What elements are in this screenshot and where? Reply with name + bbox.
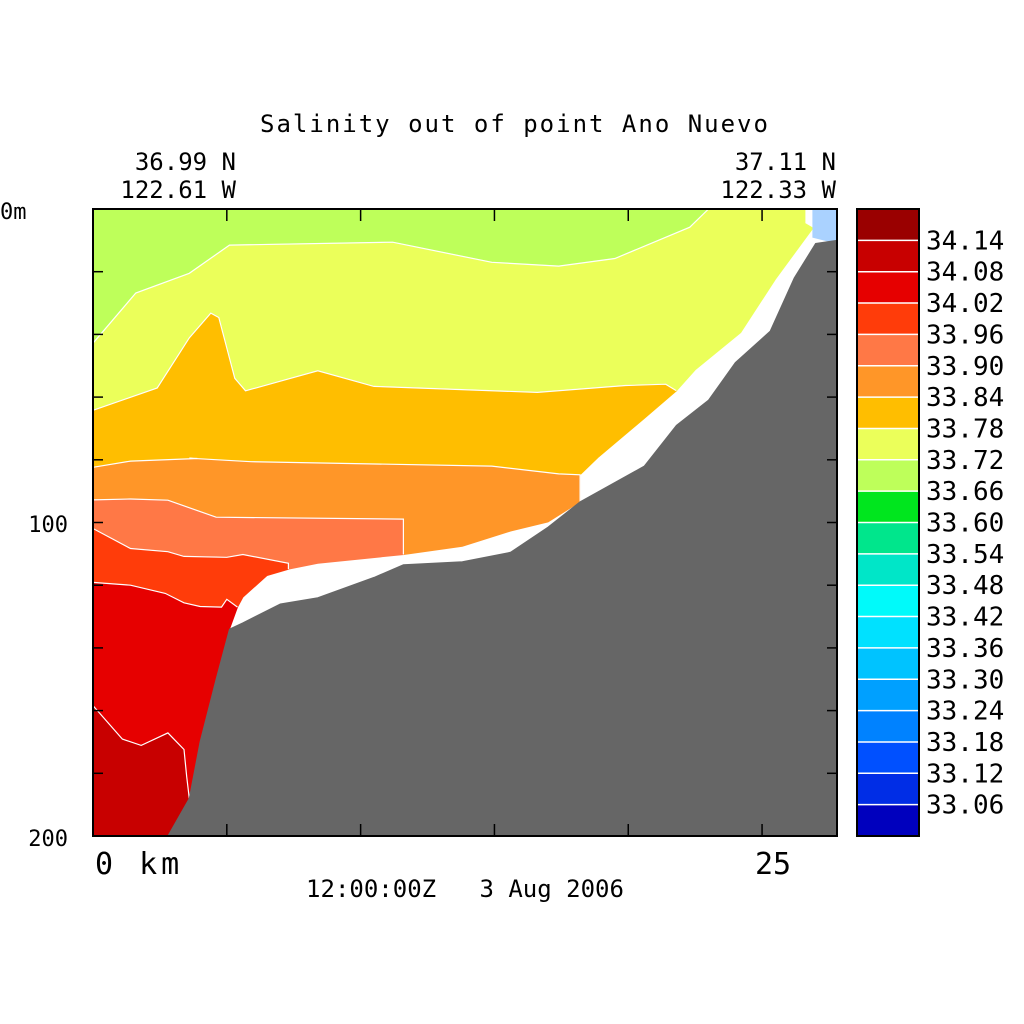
colorbar-label-4: 33.90 bbox=[926, 352, 1004, 382]
colorbar-label-5: 33.84 bbox=[926, 383, 1004, 413]
colorbar-label-6: 33.78 bbox=[926, 415, 1004, 445]
contour-line-6 bbox=[92, 705, 190, 799]
colorbar-label-10: 33.54 bbox=[926, 540, 1004, 570]
colorbar-swatch-10 bbox=[857, 522, 919, 555]
colorbar-swatch-8 bbox=[857, 459, 919, 492]
y-tick-label-middle: 100 bbox=[28, 513, 68, 538]
colorbar-swatch-16 bbox=[857, 710, 919, 743]
colorbar-swatch-15 bbox=[857, 679, 919, 712]
colorbar-label-16: 33.18 bbox=[926, 728, 1004, 758]
colorbar-label-12: 33.42 bbox=[926, 603, 1004, 633]
chart-title: Salinity out of point Ano Nuevo bbox=[260, 110, 770, 138]
axis-ticks bbox=[93, 209, 837, 836]
salinity-band-coastal bbox=[812, 208, 838, 244]
colorbar-swatch-18 bbox=[857, 773, 919, 806]
colorbar-swatch-14 bbox=[857, 647, 919, 680]
colorbar-swatch-11 bbox=[857, 553, 919, 586]
colorbar: 34.1434.0834.0233.9633.9033.8433.7833.72… bbox=[856, 208, 1004, 837]
colorbar-label-11: 33.48 bbox=[926, 571, 1004, 601]
colorbar-label-0: 34.14 bbox=[926, 226, 1004, 256]
x-tick-label-start: 0 km bbox=[95, 847, 183, 882]
contour-line-1 bbox=[92, 312, 677, 411]
colorbar-swatch-1 bbox=[857, 240, 919, 273]
contour-line-5 bbox=[92, 581, 238, 608]
colorbar-swatch-5 bbox=[857, 365, 919, 398]
colorbar-label-18: 33.06 bbox=[926, 791, 1004, 821]
start-latitude: 36.99 N bbox=[135, 148, 236, 176]
colorbar-frame bbox=[856, 208, 920, 837]
end-longitude: 122.33 W bbox=[720, 176, 836, 204]
end-latitude: 37.11 N bbox=[735, 148, 836, 176]
colorbar-label-7: 33.72 bbox=[926, 446, 1004, 476]
colorbar-swatch-19 bbox=[857, 804, 919, 837]
colorbar-swatch-17 bbox=[857, 742, 919, 774]
colorbar-label-3: 33.96 bbox=[926, 320, 1004, 350]
colorbar-label-9: 33.60 bbox=[926, 509, 1004, 539]
contour-line-4 bbox=[92, 527, 289, 570]
colorbar-swatch-7 bbox=[857, 428, 919, 461]
contour-lines bbox=[92, 208, 709, 799]
x-tick-label-end: 25 bbox=[755, 847, 791, 882]
y-tick-label-top: 0m bbox=[0, 200, 27, 225]
contour-line-0 bbox=[92, 208, 709, 344]
colorbar-swatch-13 bbox=[857, 616, 919, 649]
seafloor bbox=[167, 239, 838, 837]
timestamp: 12:00:00Z 3 Aug 2006 bbox=[306, 875, 624, 903]
colorbar-label-17: 33.12 bbox=[926, 759, 1004, 789]
colorbar-swatch-0 bbox=[857, 209, 919, 241]
colorbar-swatch-9 bbox=[857, 491, 919, 524]
salinity-bands bbox=[92, 208, 838, 837]
contour-line-2 bbox=[92, 457, 581, 502]
seafloor-layer bbox=[167, 239, 838, 837]
colorbar-swatch-3 bbox=[857, 303, 919, 336]
colorbar-label-1: 34.08 bbox=[926, 258, 1004, 288]
colorbar-label-8: 33.66 bbox=[926, 477, 1004, 507]
colorbar-label-2: 34.02 bbox=[926, 289, 1004, 319]
start-longitude: 122.61 W bbox=[120, 176, 236, 204]
colorbar-swatch-4 bbox=[857, 334, 919, 367]
colorbar-label-14: 33.30 bbox=[926, 665, 1004, 695]
contour-line-3 bbox=[92, 498, 404, 555]
y-tick-label-bottom: 200 bbox=[28, 827, 68, 852]
colorbar-swatch-6 bbox=[857, 397, 919, 430]
colorbar-label-15: 33.24 bbox=[926, 697, 1004, 727]
colorbar-swatch-2 bbox=[857, 271, 919, 304]
colorbar-label-13: 33.36 bbox=[926, 634, 1004, 664]
colorbar-swatch-12 bbox=[857, 585, 919, 618]
